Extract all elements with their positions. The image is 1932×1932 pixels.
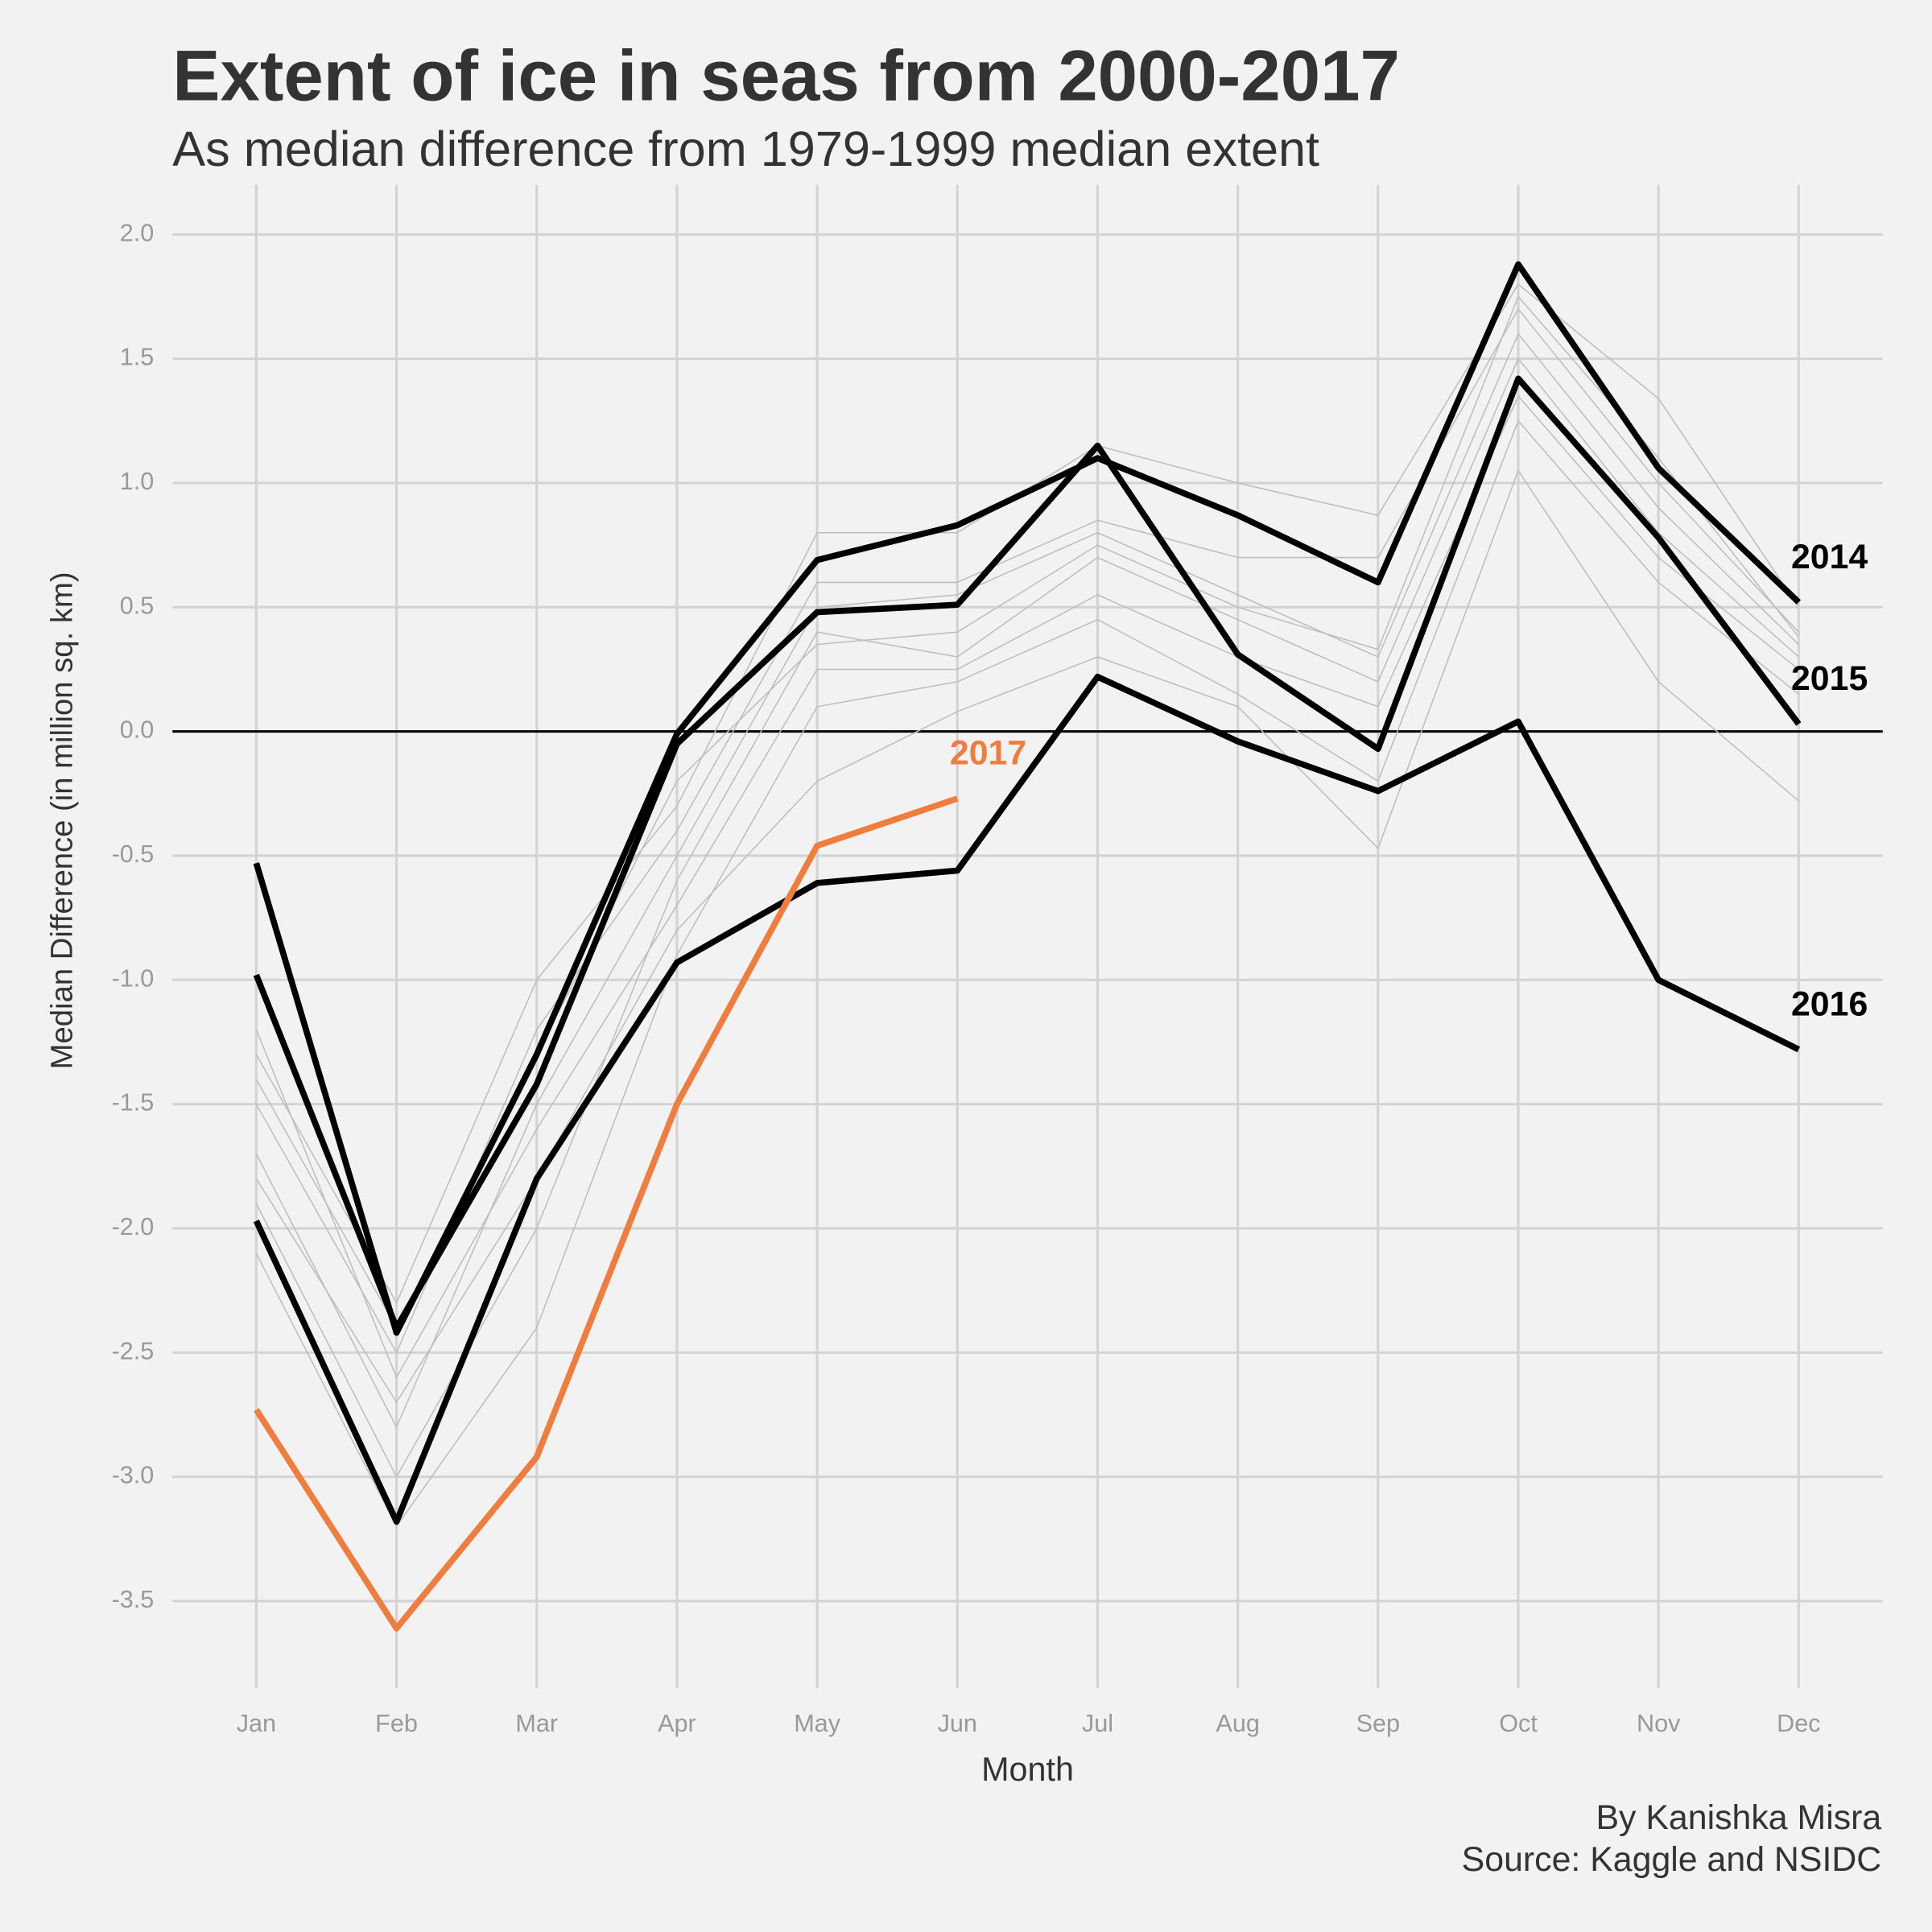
series-label: 2014 — [1791, 538, 1868, 576]
y-tick-label: -1.0 — [112, 964, 155, 992]
y-tick-label: 1.0 — [120, 468, 155, 495]
x-tick-label: Jan — [237, 1710, 276, 1737]
y-tick-label: -3.0 — [112, 1462, 155, 1489]
x-tick-label: Jun — [938, 1710, 977, 1737]
y-tick-label: -1.5 — [112, 1089, 155, 1117]
highlight-line — [254, 795, 959, 1632]
background-line — [255, 333, 1799, 1428]
x-axis-label: Month — [981, 1751, 1074, 1788]
y-tick-label: -0.5 — [112, 840, 155, 868]
x-tick-label: Apr — [658, 1710, 696, 1737]
x-tick-label: Nov — [1637, 1710, 1681, 1737]
x-tick-label: Oct — [1499, 1710, 1538, 1737]
background-line — [255, 469, 1799, 1403]
chart-subtitle: As median difference from 1979-1999 medi… — [172, 122, 1319, 176]
x-tick-label: Mar — [515, 1710, 558, 1737]
y-tick-label: 0.5 — [120, 592, 155, 619]
x-tick-label: Dec — [1777, 1710, 1820, 1737]
background-line — [255, 357, 1799, 1478]
highlight-line — [253, 375, 1802, 1331]
y-tick-label: 1.5 — [120, 344, 155, 371]
y-tick-label: -2.0 — [112, 1213, 155, 1241]
caption: Source: Kaggle and NSIDC — [1462, 1840, 1882, 1879]
y-tick-label: -2.5 — [112, 1337, 155, 1364]
background-line — [255, 395, 1799, 1378]
lines: 2014 2015 2016 2017 — [253, 261, 1868, 1632]
highlight-line — [253, 673, 1801, 1525]
y-tick-label: -3.5 — [112, 1586, 155, 1613]
x-tick-label: Sep — [1356, 1710, 1400, 1737]
y-axis-label: Median Difference (in million sq. km) — [45, 572, 80, 1069]
series-label: 2017 — [950, 734, 1026, 773]
highlight-line — [253, 261, 1802, 1336]
x-tick-label: May — [794, 1710, 841, 1737]
series-label: 2016 — [1791, 985, 1868, 1023]
grid: 2.0 1.5 1.0 0.5 0.0 -0.5 -1.0 -1.5 -2.0 -2.5 -3.0 -… — [112, 184, 1883, 1737]
background-line — [255, 420, 1799, 1528]
y-tick-label: 0.0 — [120, 716, 155, 744]
y-tick-label: 2.0 — [120, 219, 155, 246]
chart-title: Extent of ice in seas from 2000-2017 — [172, 35, 1400, 115]
x-tick-label: Feb — [375, 1710, 418, 1737]
x-tick-label: Aug — [1216, 1710, 1259, 1737]
x-tick-label: Jul — [1082, 1710, 1113, 1737]
caption: By Kanishka Misra — [1596, 1798, 1881, 1837]
background-line — [255, 308, 1799, 1354]
series-label: 2015 — [1791, 659, 1868, 698]
